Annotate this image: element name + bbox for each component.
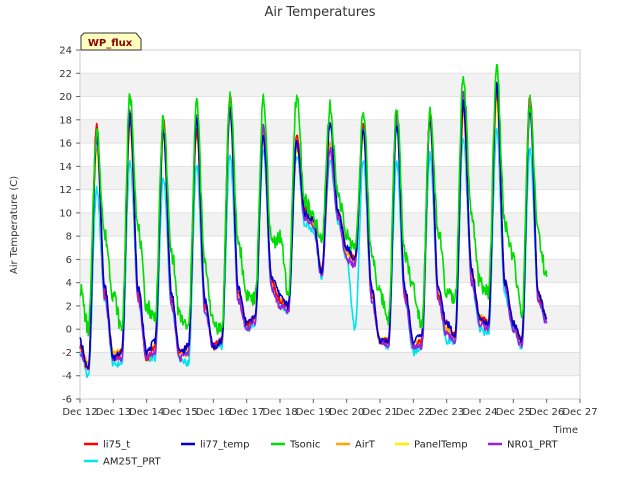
- plot-frame: [79, 49, 581, 400]
- x-tick-label: Dec 24: [462, 407, 497, 418]
- y-tick-label: 6: [66, 255, 72, 266]
- y-tick-label: 18: [59, 115, 72, 126]
- x-tick-label: Dec 25: [496, 407, 531, 418]
- chart-title: Air Temperatures: [264, 5, 375, 20]
- y-tick-label: -2: [62, 348, 72, 359]
- site-label-shape: [80, 32, 142, 51]
- grid-band: [80, 259, 580, 283]
- grid-band: [80, 189, 580, 213]
- site-label-box: WP_flux: [80, 32, 142, 51]
- y-tick-label: -6: [62, 395, 72, 406]
- series-line-tsonic: [79, 63, 548, 337]
- x-tick-label: Dec 17: [229, 407, 264, 418]
- x-tick-label: Dec 14: [129, 407, 164, 418]
- y-tick-label: 22: [59, 69, 72, 80]
- y-tick-label: -4: [62, 371, 72, 382]
- grid-band: [80, 73, 580, 97]
- x-tick-label: Dec 12: [62, 407, 97, 418]
- grid-band: [80, 375, 580, 399]
- site-label: WP_flux: [88, 38, 133, 49]
- x-tick-label: Dec 16: [196, 407, 231, 418]
- y-tick-label: 14: [59, 162, 72, 173]
- x-tick-label: Dec 26: [529, 407, 564, 418]
- y-tick-label: 24: [59, 46, 72, 57]
- legend-label: li77_temp: [200, 440, 249, 451]
- x-tick-label: Dec 20: [329, 407, 364, 418]
- legend-label: AM25T_PRT: [103, 457, 162, 468]
- y-tick-label: 12: [59, 185, 72, 196]
- y-tick-label: 0: [66, 325, 72, 336]
- y-axis-label: Air Temperature (C): [9, 176, 20, 274]
- y-tick-label: 10: [59, 208, 72, 219]
- x-tick-label: Dec 13: [96, 407, 131, 418]
- y-tick-label: 8: [66, 232, 72, 243]
- grid-band: [80, 119, 580, 144]
- y-tick-label: 16: [59, 139, 72, 150]
- legend-label: PanelTemp: [414, 440, 468, 451]
- x-tick-label: Dec 23: [429, 407, 464, 418]
- grid-band: [80, 236, 580, 260]
- legend-label: AirT: [355, 440, 376, 451]
- x-tick-label: Dec 18: [262, 407, 297, 418]
- grid-band: [80, 352, 580, 376]
- grid-band: [80, 212, 580, 237]
- x-tick-label: Dec 22: [396, 407, 431, 418]
- grid-band: [80, 143, 580, 167]
- legend: li75_t li77_temp Tsonic AirT PanelTemp NR01_P…: [84, 440, 558, 468]
- legend-label: li75_t: [103, 440, 130, 451]
- x-tick-label: Dec 27: [562, 407, 597, 418]
- x-tick-label: Dec 21: [362, 407, 397, 418]
- y-tick-label: 4: [66, 278, 72, 289]
- legend-label: Tsonic: [289, 440, 320, 451]
- series-layer: [79, 63, 548, 379]
- x-axis-label: Time: [553, 425, 578, 436]
- grid-band: [80, 50, 580, 74]
- y-tick-label: 20: [59, 92, 72, 103]
- legend-label: NR01_PRT: [507, 440, 558, 451]
- grid-band: [80, 166, 580, 190]
- x-tick-label: Dec 19: [296, 407, 331, 418]
- x-tick-label: Dec 15: [162, 407, 197, 418]
- y-tick-label: 2: [66, 301, 72, 312]
